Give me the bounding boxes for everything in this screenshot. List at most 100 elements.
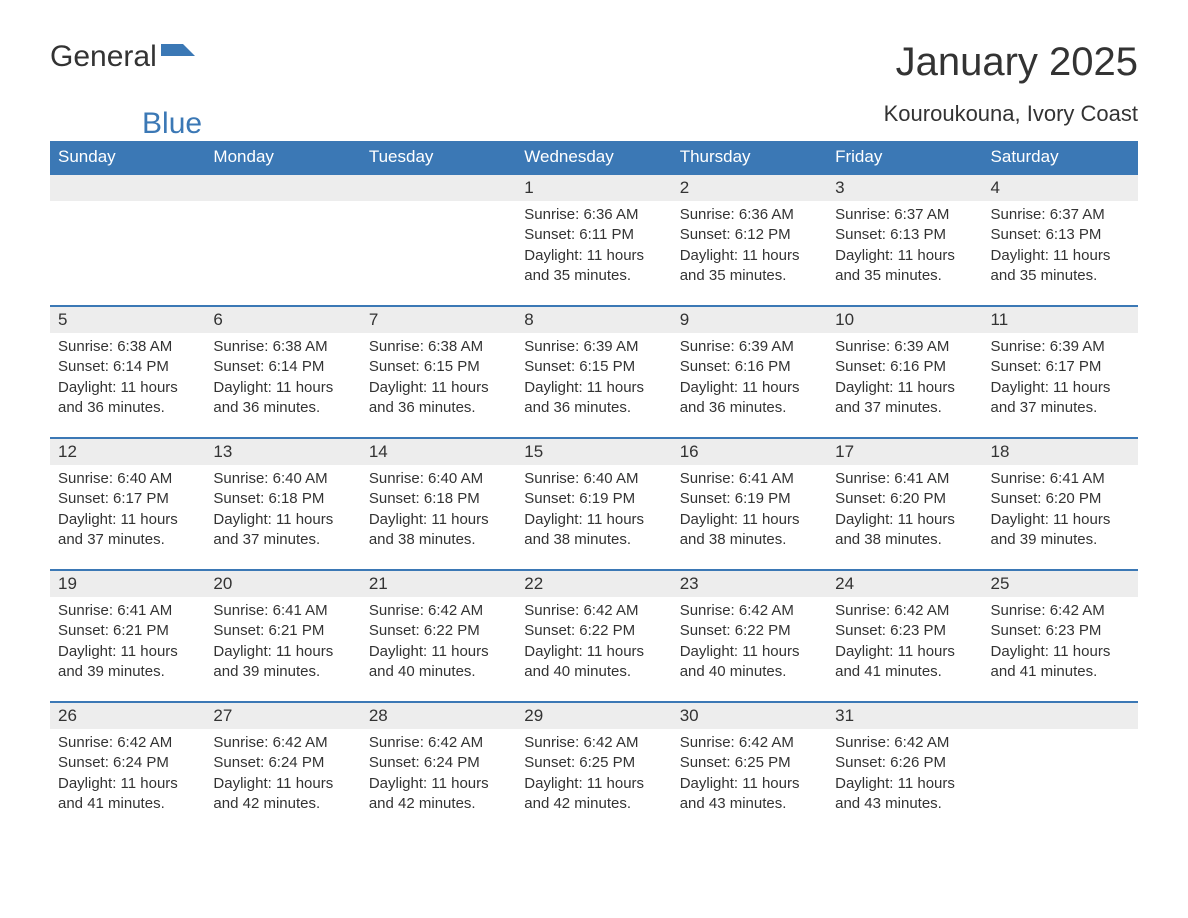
- day-details: Sunrise: 6:42 AMSunset: 6:22 PMDaylight:…: [361, 597, 516, 688]
- sunrise-line: Sunrise: 6:42 AM: [524, 601, 663, 621]
- calendar-day-cell: 16Sunrise: 6:41 AMSunset: 6:19 PMDayligh…: [672, 437, 827, 569]
- sunrise-line: Sunrise: 6:40 AM: [524, 469, 663, 489]
- day-number-bar: 7: [361, 305, 516, 333]
- logo-text-2: Blue: [142, 107, 202, 141]
- sunset-line: Sunset: 6:22 PM: [524, 621, 663, 641]
- sunset-line: Sunset: 6:26 PM: [835, 753, 974, 773]
- sunrise-line: Sunrise: 6:42 AM: [58, 733, 197, 753]
- sunset-line: Sunset: 6:25 PM: [524, 753, 663, 773]
- calendar-empty-cell: [205, 173, 360, 305]
- sunrise-line: Sunrise: 6:38 AM: [369, 337, 508, 357]
- sunset-line: Sunset: 6:23 PM: [991, 621, 1130, 641]
- sunrise-line: Sunrise: 6:39 AM: [835, 337, 974, 357]
- sunrise-line: Sunrise: 6:42 AM: [991, 601, 1130, 621]
- day-number-bar: 25: [983, 569, 1138, 597]
- sunrise-line: Sunrise: 6:39 AM: [680, 337, 819, 357]
- weekday-header-row: SundayMondayTuesdayWednesdayThursdayFrid…: [50, 141, 1138, 173]
- day-number-bar: [361, 173, 516, 201]
- sunset-line: Sunset: 6:24 PM: [369, 753, 508, 773]
- sunrise-line: Sunrise: 6:40 AM: [58, 469, 197, 489]
- sunrise-line: Sunrise: 6:41 AM: [213, 601, 352, 621]
- calendar-day-cell: 19Sunrise: 6:41 AMSunset: 6:21 PMDayligh…: [50, 569, 205, 701]
- calendar-week-row: 1Sunrise: 6:36 AMSunset: 6:11 PMDaylight…: [50, 173, 1138, 305]
- daylight-line: Daylight: 11 hours and 36 minutes.: [680, 378, 819, 419]
- daylight-line: Daylight: 11 hours and 41 minutes.: [991, 642, 1130, 683]
- weekday-header: Wednesday: [516, 141, 671, 173]
- calendar-week-row: 5Sunrise: 6:38 AMSunset: 6:14 PMDaylight…: [50, 305, 1138, 437]
- daylight-line: Daylight: 11 hours and 37 minutes.: [991, 378, 1130, 419]
- daylight-line: Daylight: 11 hours and 35 minutes.: [991, 246, 1130, 287]
- sunset-line: Sunset: 6:19 PM: [680, 489, 819, 509]
- sunset-line: Sunset: 6:24 PM: [213, 753, 352, 773]
- calendar-day-cell: 10Sunrise: 6:39 AMSunset: 6:16 PMDayligh…: [827, 305, 982, 437]
- daylight-line: Daylight: 11 hours and 37 minutes.: [58, 510, 197, 551]
- calendar-day-cell: 14Sunrise: 6:40 AMSunset: 6:18 PMDayligh…: [361, 437, 516, 569]
- calendar-day-cell: 23Sunrise: 6:42 AMSunset: 6:22 PMDayligh…: [672, 569, 827, 701]
- day-details: Sunrise: 6:40 AMSunset: 6:19 PMDaylight:…: [516, 465, 671, 556]
- day-number-bar: 19: [50, 569, 205, 597]
- daylight-line: Daylight: 11 hours and 36 minutes.: [369, 378, 508, 419]
- sunrise-line: Sunrise: 6:38 AM: [58, 337, 197, 357]
- daylight-line: Daylight: 11 hours and 41 minutes.: [58, 774, 197, 815]
- calendar-day-cell: 20Sunrise: 6:41 AMSunset: 6:21 PMDayligh…: [205, 569, 360, 701]
- sunrise-line: Sunrise: 6:40 AM: [213, 469, 352, 489]
- daylight-line: Daylight: 11 hours and 36 minutes.: [524, 378, 663, 419]
- day-number-bar: 26: [50, 701, 205, 729]
- sunset-line: Sunset: 6:23 PM: [835, 621, 974, 641]
- day-number-bar: 1: [516, 173, 671, 201]
- day-details: Sunrise: 6:42 AMSunset: 6:22 PMDaylight:…: [672, 597, 827, 688]
- sunrise-line: Sunrise: 6:42 AM: [524, 733, 663, 753]
- day-number-bar: [983, 701, 1138, 729]
- day-details: Sunrise: 6:39 AMSunset: 6:17 PMDaylight:…: [983, 333, 1138, 424]
- day-number-bar: 9: [672, 305, 827, 333]
- sunset-line: Sunset: 6:21 PM: [213, 621, 352, 641]
- sunset-line: Sunset: 6:20 PM: [991, 489, 1130, 509]
- weekday-header: Thursday: [672, 141, 827, 173]
- sunset-line: Sunset: 6:12 PM: [680, 225, 819, 245]
- sunset-line: Sunset: 6:17 PM: [991, 357, 1130, 377]
- day-number-bar: 16: [672, 437, 827, 465]
- day-details: Sunrise: 6:38 AMSunset: 6:15 PMDaylight:…: [361, 333, 516, 424]
- calendar-empty-cell: [361, 173, 516, 305]
- daylight-line: Daylight: 11 hours and 35 minutes.: [835, 246, 974, 287]
- sunrise-line: Sunrise: 6:37 AM: [835, 205, 974, 225]
- daylight-line: Daylight: 11 hours and 37 minutes.: [835, 378, 974, 419]
- day-number-bar: 11: [983, 305, 1138, 333]
- day-number-bar: 30: [672, 701, 827, 729]
- day-number-bar: 28: [361, 701, 516, 729]
- day-number-bar: 13: [205, 437, 360, 465]
- calendar-day-cell: 4Sunrise: 6:37 AMSunset: 6:13 PMDaylight…: [983, 173, 1138, 305]
- day-number-bar: 14: [361, 437, 516, 465]
- sunrise-line: Sunrise: 6:42 AM: [369, 601, 508, 621]
- calendar-day-cell: 11Sunrise: 6:39 AMSunset: 6:17 PMDayligh…: [983, 305, 1138, 437]
- sunrise-line: Sunrise: 6:39 AM: [991, 337, 1130, 357]
- calendar-day-cell: 18Sunrise: 6:41 AMSunset: 6:20 PMDayligh…: [983, 437, 1138, 569]
- sunset-line: Sunset: 6:21 PM: [58, 621, 197, 641]
- day-number-bar: [205, 173, 360, 201]
- calendar-table: SundayMondayTuesdayWednesdayThursdayFrid…: [50, 141, 1138, 833]
- calendar-day-cell: 6Sunrise: 6:38 AMSunset: 6:14 PMDaylight…: [205, 305, 360, 437]
- weekday-header: Monday: [205, 141, 360, 173]
- day-number-bar: 18: [983, 437, 1138, 465]
- header: General January 2025: [50, 40, 1138, 85]
- sunset-line: Sunset: 6:18 PM: [213, 489, 352, 509]
- sunrise-line: Sunrise: 6:41 AM: [991, 469, 1130, 489]
- sunrise-line: Sunrise: 6:38 AM: [213, 337, 352, 357]
- daylight-line: Daylight: 11 hours and 40 minutes.: [369, 642, 508, 683]
- day-details: Sunrise: 6:42 AMSunset: 6:24 PMDaylight:…: [205, 729, 360, 820]
- location-label: Kouroukouna, Ivory Coast: [884, 101, 1138, 127]
- logo-text-1: General: [50, 40, 157, 74]
- day-details: Sunrise: 6:42 AMSunset: 6:23 PMDaylight:…: [827, 597, 982, 688]
- calendar-day-cell: 1Sunrise: 6:36 AMSunset: 6:11 PMDaylight…: [516, 173, 671, 305]
- sunset-line: Sunset: 6:24 PM: [58, 753, 197, 773]
- day-details: Sunrise: 6:38 AMSunset: 6:14 PMDaylight:…: [50, 333, 205, 424]
- logo: General: [50, 40, 195, 74]
- daylight-line: Daylight: 11 hours and 35 minutes.: [680, 246, 819, 287]
- sunrise-line: Sunrise: 6:42 AM: [680, 733, 819, 753]
- day-details: Sunrise: 6:40 AMSunset: 6:18 PMDaylight:…: [361, 465, 516, 556]
- calendar-day-cell: 26 Sunrise: 6:42 AMSunset: 6:24 PMDayligh…: [50, 701, 205, 833]
- day-number-bar: 24: [827, 569, 982, 597]
- sunrise-line: Sunrise: 6:39 AM: [524, 337, 663, 357]
- day-details: Sunrise: 6:40 AMSunset: 6:17 PMDaylight:…: [50, 465, 205, 556]
- sunrise-line: Sunrise: 6:36 AM: [524, 205, 663, 225]
